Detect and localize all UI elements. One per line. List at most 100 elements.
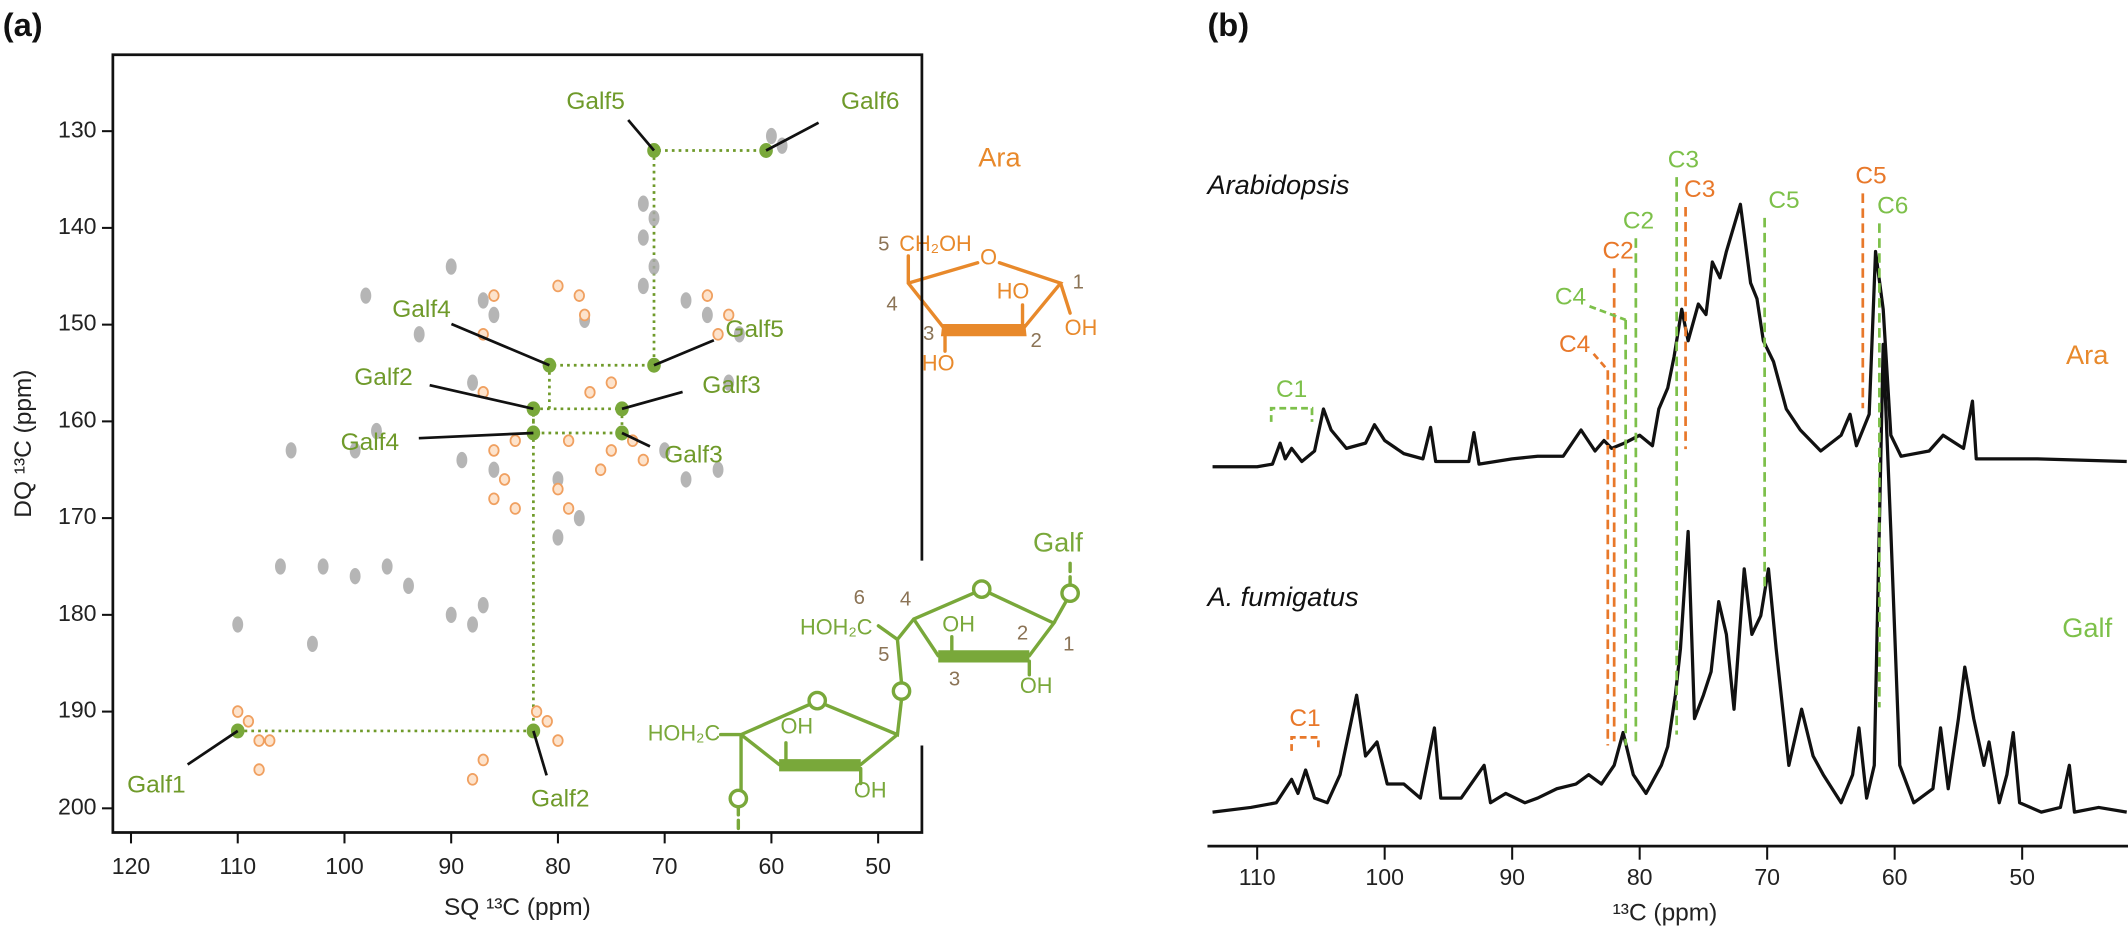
marker-label: C1 [1289,705,1320,732]
peak [509,434,521,448]
x-axis-title: SQ ¹³C (ppm) [444,894,591,921]
peak [274,558,286,575]
peak [712,327,724,341]
peak [467,374,478,391]
peak [466,772,479,786]
peak [477,597,489,614]
galf-structure: Galf 6 4 5 3 2 1 HOH₂C OH OH HOH₂C OH OH [648,526,1083,836]
peak [759,143,773,158]
peak [637,195,649,212]
peak-label: Galf3 [664,441,722,468]
y-tick-label: 150 [58,310,97,336]
x-tick-label: 100 [325,853,364,879]
group: OH [942,612,975,637]
leader-line [418,431,534,440]
peak [488,461,500,478]
peak [488,444,500,457]
peak [637,229,649,246]
peak-label: Galf5 [566,88,624,115]
peak [349,567,361,585]
leader-line [627,119,656,152]
x-tick-label: 80 [545,853,571,879]
y-tick-label: 180 [58,600,97,626]
atom-number: 6 [854,587,865,609]
leader-line [429,383,534,411]
leader-line [450,322,550,367]
peak [371,422,382,440]
marker-label: C5 [1768,187,1799,214]
series-label: Ara [2066,339,2109,370]
peak [488,289,500,302]
atom-number: 3 [923,323,934,345]
peak [573,509,585,527]
peak [541,714,553,728]
peak [307,635,318,653]
peak-label: Galf5 [725,316,783,343]
peak [530,705,543,718]
peak [317,558,329,575]
connector [237,408,535,733]
peak [477,292,489,309]
x-tick-label: 80 [1627,864,1653,890]
group: HOH₂C [648,720,720,745]
atom-number: 4 [900,588,911,610]
peak [253,763,265,776]
peak [381,558,393,575]
peak [701,289,714,302]
peak [456,451,468,469]
panel-label: (b) [1207,6,1249,43]
group: HO [922,351,955,376]
x-tick-label: 70 [1754,864,1780,890]
peak [733,326,745,343]
peak [403,577,414,594]
peak [659,442,671,459]
marker-label: C1 [1276,376,1307,403]
group: OH [1065,315,1098,340]
x-tick-label: 100 [1365,864,1404,890]
marker-connector [1592,352,1609,372]
peak-label: Galf1 [127,772,185,799]
peak [552,734,564,747]
peak [509,502,521,515]
leader-line [532,730,548,776]
peak [573,289,585,302]
peak [637,453,649,467]
marker-label: C5 [1855,163,1886,190]
group: HOH₂C [800,614,872,639]
group: OH [1020,673,1053,698]
peak [648,258,660,275]
peak [680,292,692,309]
x-tick-label: 120 [112,853,151,879]
x-tick-label: 110 [1239,864,1276,890]
peak [477,753,489,767]
peak [467,616,478,633]
leader-line [653,339,715,367]
y-tick-label: 140 [58,213,97,239]
atom-number: 4 [886,293,897,315]
spectrum [1212,202,2127,469]
marker-bracket [1269,406,1314,422]
marker-label: C4 [1555,284,1586,311]
x-tick-label: 50 [865,853,891,879]
peak [232,705,244,718]
peak [445,606,457,624]
marker-bracket [1290,735,1320,751]
atom-number: 2 [1017,622,1028,644]
peak [488,492,500,506]
y-tick-label: 160 [58,406,97,432]
peak [584,386,596,399]
peak [285,442,297,459]
leader-line [186,729,239,766]
x-tick-label: 90 [1499,864,1525,890]
peak [232,616,244,633]
atom-number: 1 [1063,633,1074,655]
peak [552,529,564,546]
leader-line [621,390,683,411]
peak [498,473,511,486]
peak [723,308,735,322]
marker-label: C3 [1684,176,1715,203]
spectrum [1212,342,2127,814]
peak [648,210,660,227]
leader-line [621,431,651,448]
